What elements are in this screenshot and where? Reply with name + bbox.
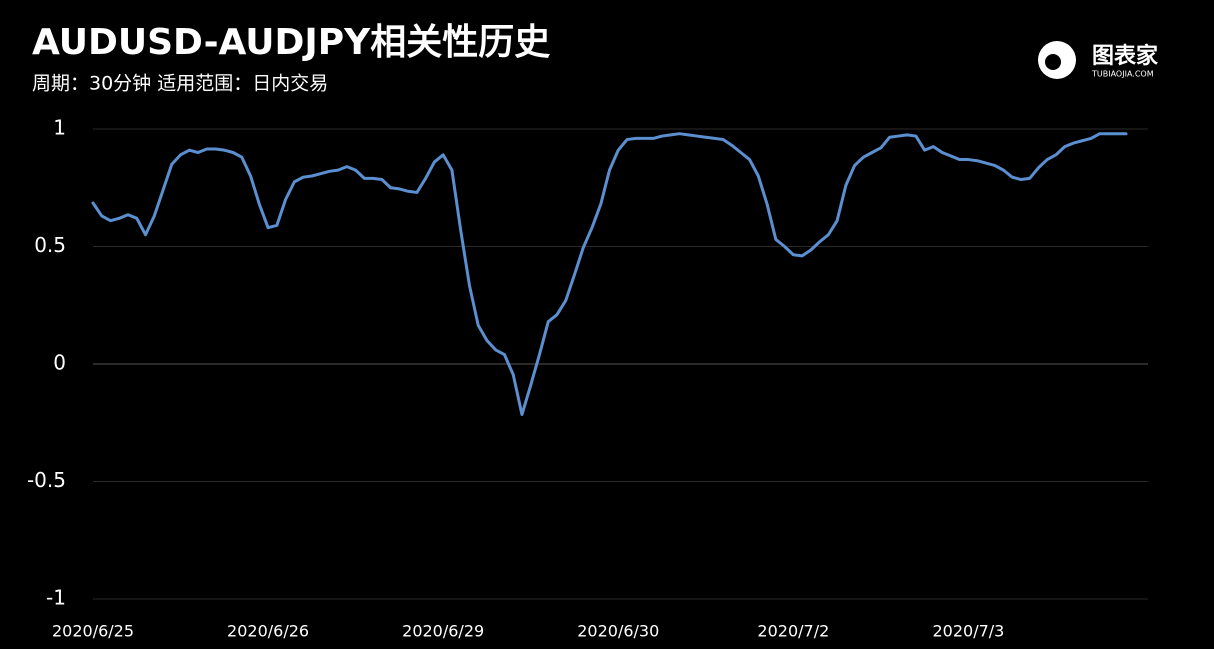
- y-tick-label: -1: [46, 586, 66, 610]
- y-tick-label: 1: [53, 116, 66, 140]
- logo-subtext: TUBIAOJIA.COM: [1091, 70, 1154, 79]
- x-tick-label: 2020/6/29: [402, 622, 484, 641]
- y-tick-label: 0: [53, 351, 66, 375]
- chart-subtitle: 周期：30分钟 适用范围：日内交易: [32, 73, 328, 95]
- line: [91, 132, 1128, 417]
- x-tick-label: 2020/6/26: [227, 622, 309, 641]
- x-tick-label: 2020/6/30: [577, 622, 659, 641]
- y-tick-label: 0.5: [34, 233, 66, 257]
- x-tick-label: 2020/7/2: [757, 622, 829, 641]
- logo-icon-eye: [1045, 54, 1061, 70]
- x-tick-label: 2020/7/3: [932, 622, 1004, 641]
- logo: 图表家 TUBIAOJIA.COM: [1038, 41, 1159, 79]
- logo-text: 图表家: [1092, 43, 1159, 69]
- chart-title: AUDUSD-AUDJPY相关性历史: [32, 22, 550, 63]
- x-tick-label: 2020/6/25: [52, 622, 134, 641]
- y-tick-label: -0.5: [27, 468, 66, 492]
